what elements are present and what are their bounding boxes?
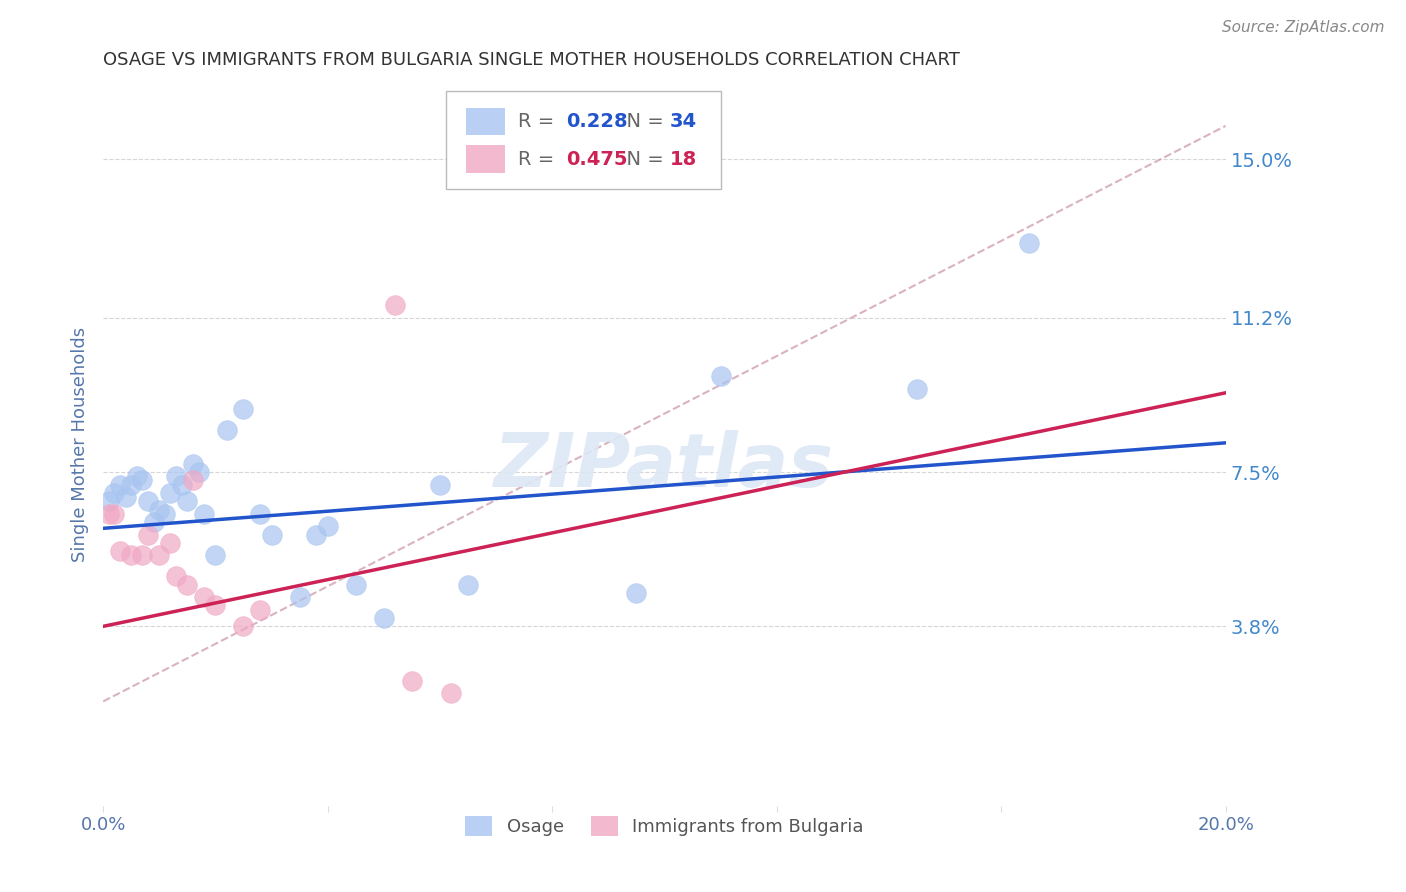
- Point: [165, 469, 187, 483]
- Point: [165, 569, 187, 583]
- Text: R =: R =: [519, 112, 561, 131]
- Point: [193, 590, 215, 604]
- Point: [170, 477, 193, 491]
- Point: [159, 536, 181, 550]
- Point: [204, 549, 226, 563]
- Point: [440, 686, 463, 700]
- Text: 0.228: 0.228: [565, 112, 627, 131]
- Point: [626, 586, 648, 600]
- Point: [148, 549, 170, 563]
- Point: [232, 619, 254, 633]
- Text: Source: ZipAtlas.com: Source: ZipAtlas.com: [1222, 20, 1385, 35]
- Point: [114, 490, 136, 504]
- Point: [108, 477, 131, 491]
- Point: [136, 494, 159, 508]
- Point: [159, 486, 181, 500]
- Point: [125, 469, 148, 483]
- Point: [108, 544, 131, 558]
- Text: 0.475: 0.475: [565, 150, 627, 169]
- Point: [181, 457, 204, 471]
- Point: [457, 577, 479, 591]
- Point: [260, 527, 283, 541]
- Point: [316, 519, 339, 533]
- Point: [905, 382, 928, 396]
- Point: [131, 549, 153, 563]
- Point: [97, 494, 120, 508]
- Point: [204, 599, 226, 613]
- Point: [249, 602, 271, 616]
- Point: [384, 298, 406, 312]
- Text: N =: N =: [614, 112, 669, 131]
- FancyBboxPatch shape: [465, 145, 505, 173]
- FancyBboxPatch shape: [446, 91, 720, 189]
- Point: [1018, 235, 1040, 250]
- Y-axis label: Single Mother Households: Single Mother Households: [72, 327, 89, 563]
- Point: [142, 515, 165, 529]
- Text: R =: R =: [519, 150, 561, 169]
- Point: [103, 486, 125, 500]
- Point: [181, 474, 204, 488]
- Point: [215, 423, 238, 437]
- Point: [148, 502, 170, 516]
- Point: [305, 527, 328, 541]
- Point: [153, 507, 176, 521]
- Point: [97, 507, 120, 521]
- Text: OSAGE VS IMMIGRANTS FROM BULGARIA SINGLE MOTHER HOUSEHOLDS CORRELATION CHART: OSAGE VS IMMIGRANTS FROM BULGARIA SINGLE…: [103, 51, 960, 69]
- Point: [249, 507, 271, 521]
- Point: [344, 577, 367, 591]
- Point: [103, 507, 125, 521]
- Legend: Osage, Immigrants from Bulgaria: Osage, Immigrants from Bulgaria: [458, 809, 872, 844]
- Point: [429, 477, 451, 491]
- Point: [120, 549, 142, 563]
- Text: ZIPatlas: ZIPatlas: [495, 430, 834, 503]
- Point: [401, 673, 423, 688]
- Point: [232, 402, 254, 417]
- Point: [136, 527, 159, 541]
- Point: [373, 611, 395, 625]
- Point: [709, 369, 731, 384]
- Point: [193, 507, 215, 521]
- Point: [120, 477, 142, 491]
- FancyBboxPatch shape: [465, 108, 505, 136]
- Text: 34: 34: [671, 112, 697, 131]
- Text: 18: 18: [671, 150, 697, 169]
- Point: [288, 590, 311, 604]
- Point: [176, 494, 198, 508]
- Point: [131, 474, 153, 488]
- Point: [187, 465, 209, 479]
- Text: N =: N =: [614, 150, 669, 169]
- Point: [176, 577, 198, 591]
